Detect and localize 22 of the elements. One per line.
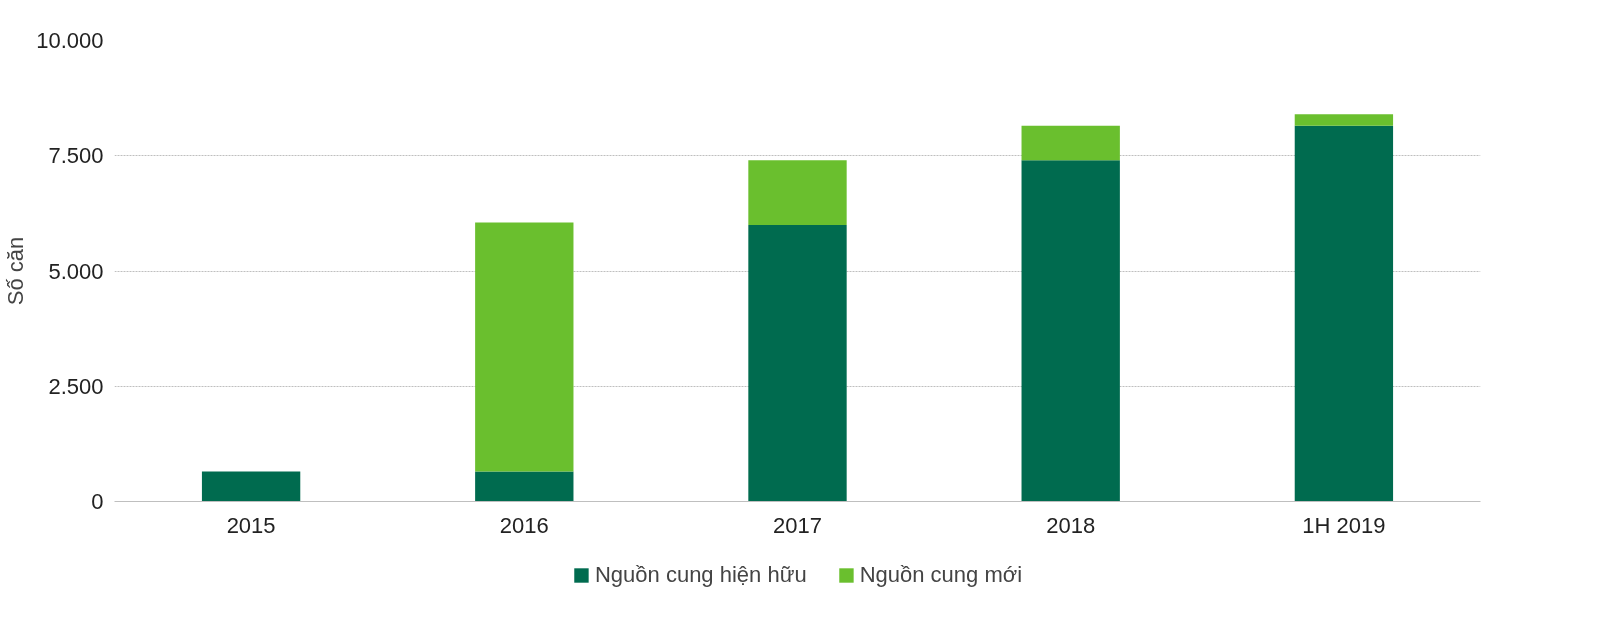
x-tick-label: 1H 2019 xyxy=(1302,512,1386,538)
y-tick-label: 2.500 xyxy=(48,373,104,399)
bar xyxy=(748,160,847,225)
x-tick-label: 2016 xyxy=(499,512,549,538)
y-tick-label: 5.000 xyxy=(48,258,104,284)
bar xyxy=(475,471,574,502)
bar xyxy=(1021,125,1120,161)
y-tick-label: 10.000 xyxy=(36,28,104,53)
y-tick-label: 0 xyxy=(91,489,104,514)
bar xyxy=(1294,125,1394,502)
legend-label: Nguồn cung mới xyxy=(859,562,1023,588)
legend-label: Nguồn cung hiện hữu xyxy=(594,562,807,588)
y-tick-label: 7.500 xyxy=(48,143,104,169)
y-axis-title: Số căn xyxy=(3,236,29,306)
bar xyxy=(201,471,301,502)
bar xyxy=(748,224,847,502)
x-tick-label: 2015 xyxy=(226,512,276,538)
bar xyxy=(1021,160,1120,502)
x-tick-label: 2018 xyxy=(1046,512,1096,538)
bar xyxy=(1294,114,1394,126)
x-tick-label: 2017 xyxy=(773,512,822,538)
bar xyxy=(475,222,574,472)
